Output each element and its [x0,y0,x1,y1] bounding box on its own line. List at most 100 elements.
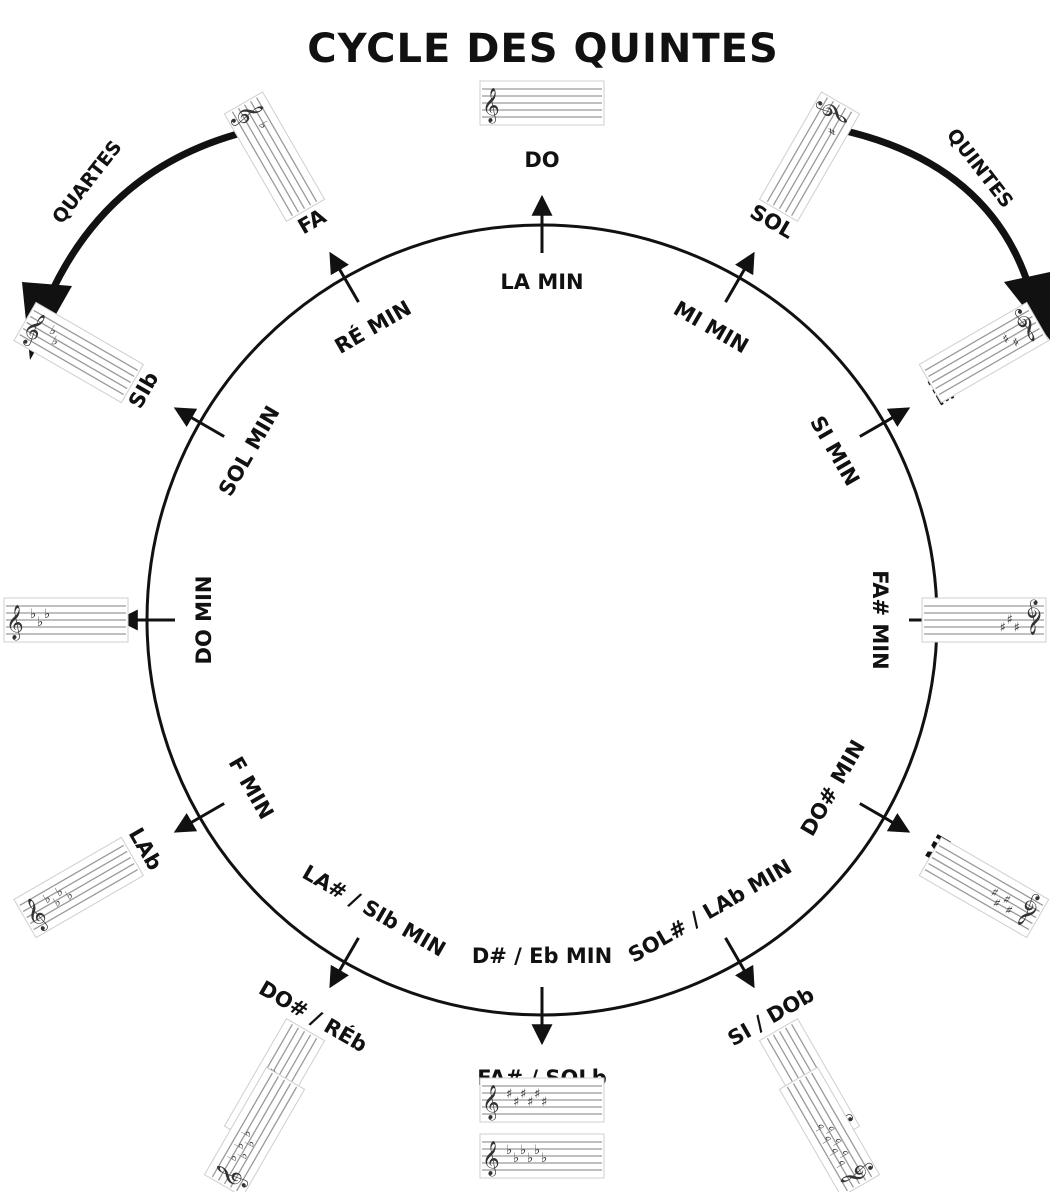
key-circle [145,223,939,1017]
staff-line [223,1079,286,1185]
key-signature-staff: 𝄞♯♯♯ [921,597,1047,643]
staff-line [928,315,1033,378]
staff-line [924,309,1030,371]
treble-clef-icon: 𝄞 [482,88,500,124]
staff-line [22,327,128,390]
staff-line [229,1083,292,1188]
staff-line [243,104,306,209]
treble-clef-icon: 𝄞 [482,1141,500,1177]
key-signature-staff: 𝄞♯ [758,91,861,223]
key-signature-staff: 𝄞♭♭♭♭ [13,836,145,939]
staff-line [236,1086,298,1192]
key-arrow [173,802,225,833]
flat-icon: ♭ [37,615,43,630]
staff-line [26,321,131,384]
staff-line [798,1079,861,1185]
staff-line [935,850,1040,913]
staff-line [928,862,1033,925]
staff-line [931,856,1037,919]
staff-line [231,111,293,216]
minor-key-label: RÉ MIN [330,295,415,359]
staff-line [19,334,124,396]
minor-key-label: FA# MIN [868,570,892,669]
quintes-sweep-arrow [831,124,1034,292]
quartes-sweep-arrow [44,124,263,302]
key-signature-staff: 𝄞 [479,80,605,126]
sharp-icon: ♯ [527,1095,533,1110]
minor-key-label: DO MIN [192,576,216,665]
staff-line [33,869,138,931]
major-key-label: DO [524,148,559,172]
staff-line [33,309,138,371]
staff-line [211,1072,273,1178]
staff-line [804,1076,867,1181]
treble-clef-icon: 𝄞 [6,605,24,641]
staff-line [22,850,128,913]
minor-key-label: SI MIN [805,412,864,490]
minor-key-label: D# / Eb MIN [472,944,612,968]
staff-line [791,111,853,216]
key-signature-staff: 𝄞♯♯ [918,301,1050,404]
staff-line [778,104,841,209]
key-segment: DO# MINMI𝄞♯♯♯♯ [796,736,1050,939]
key-segment: LA MIN DO 𝄞 [479,80,605,294]
key-segment: SI MINRÉ𝄞♯♯ [805,301,1050,490]
minor-key-label: DO# MIN [796,736,870,840]
key-arrow [724,937,755,989]
sharp-icon: ♯ [1014,618,1020,633]
flat-icon: ♭ [541,1151,547,1166]
staff-line [29,862,135,925]
staff-line [935,327,1040,390]
treble-clef-icon: 𝄞 [482,1085,500,1121]
key-signature-staff: 𝄞♭ [223,91,326,223]
flat-icon: ♭ [30,607,36,622]
key-arrow [859,802,911,833]
staff-line [931,321,1037,384]
staff-line [29,315,135,378]
staff-line [938,334,1044,396]
sharp-icon: ♯ [534,1087,540,1102]
staff-line [26,856,131,919]
flat-icon: ♭ [44,607,50,622]
staff-line [217,1076,280,1181]
key-arrow [173,407,225,438]
key-signature-staff: 𝄞 ♯♯♯♯♯♯ [479,1077,605,1123]
key-arrow [329,251,360,303]
staff-line [249,100,312,206]
key-arrow [859,407,911,438]
treble-clef-icon: 𝄞 [1026,599,1044,635]
staff-line [811,1072,873,1178]
flat-icon: ♭ [513,1151,519,1166]
key-signature-staff: 𝄞♭♭ [13,301,145,404]
flat-icon: ♭ [527,1151,533,1166]
staff-line [237,107,300,213]
quartes-label: QUARTES [48,136,126,228]
sharp-icon: ♯ [513,1095,519,1110]
staff-line [256,97,318,202]
sharp-icon: ♯ [520,1087,526,1102]
staff-line [924,869,1030,931]
staff-line [938,844,1044,906]
key-arrow [329,937,360,989]
flat-icon: ♭ [506,1143,512,1158]
sharp-icon: ♯ [541,1095,547,1110]
flat-icon: ♭ [534,1143,540,1158]
staff-line [792,1083,855,1188]
sharp-icon: ♯ [1000,618,1006,633]
enharmonic-key-signature-staff: 𝄞♭♭♭♭♭ [203,1066,306,1192]
key-signature-staff: 𝄞 ♭♭♭ [3,597,129,643]
enharmonic-key-signature-staff: 𝄞♭♭♭♭♭♭♭ [778,1066,881,1192]
key-signature-staff: 𝄞♯♯♯♯ [918,836,1050,939]
staff-line [784,107,847,213]
key-segment: DO MINMIb𝄞♭♭♭ [3,576,216,665]
minor-key-label: SOL# / LAb MIN [624,854,796,967]
staff-line [786,1086,848,1192]
